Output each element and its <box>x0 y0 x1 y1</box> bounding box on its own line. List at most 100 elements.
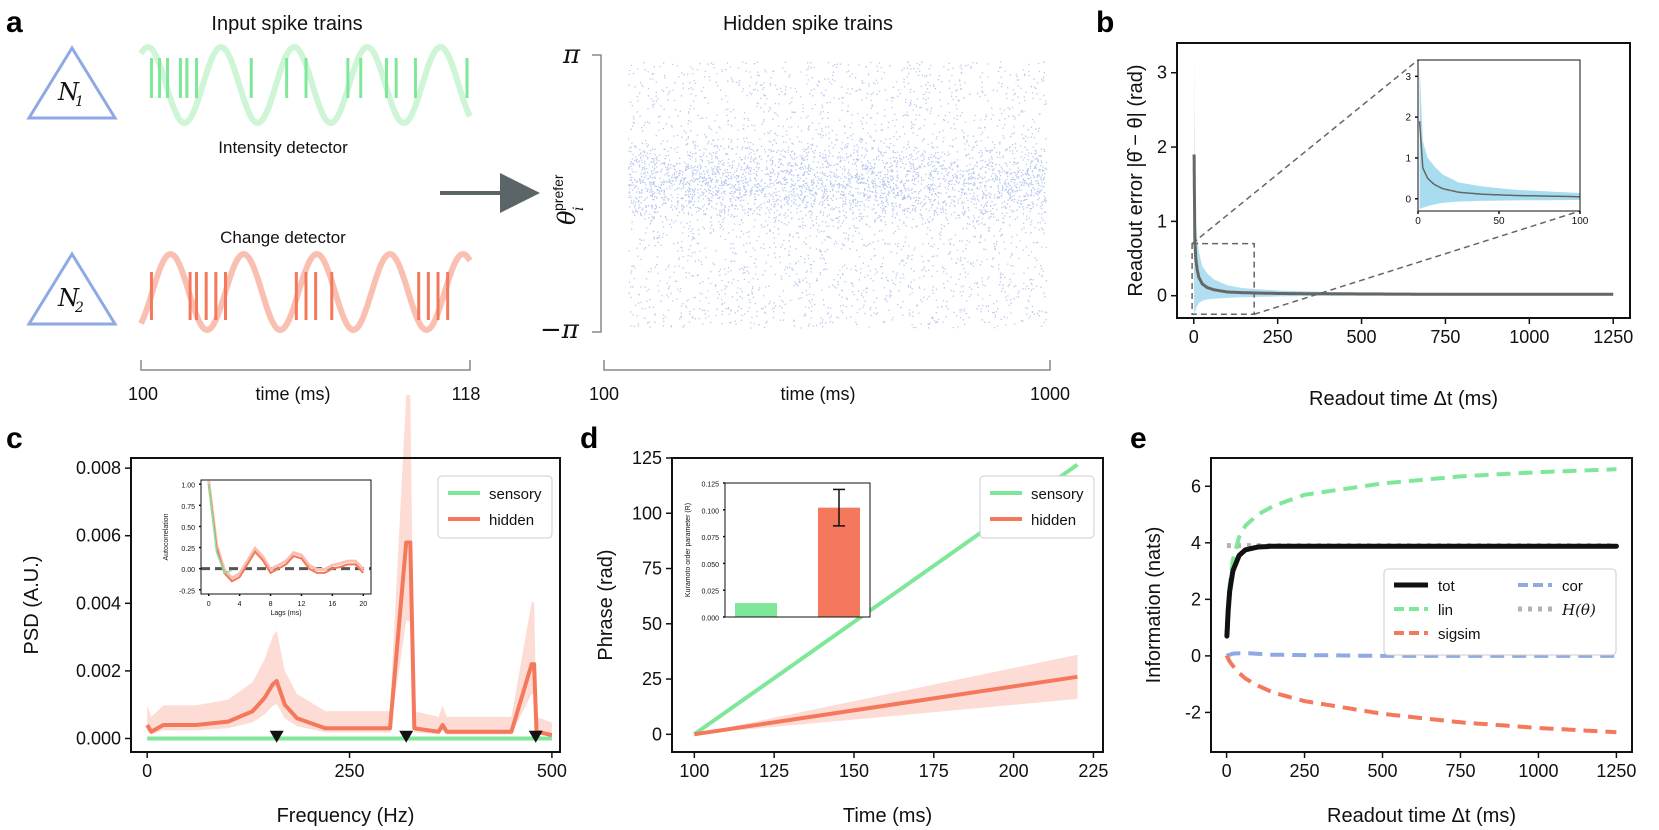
axes-frame-d <box>671 457 1104 753</box>
hidden-spike-trains-title: Hidden spike trains <box>723 13 893 35</box>
zoom-connector <box>1253 210 1581 315</box>
intensity-spike-train <box>149 58 469 98</box>
autocorr-band-line <box>207 480 365 580</box>
b-xlabel: Readout time Δt (ms) <box>1309 388 1498 410</box>
frequency-marker <box>399 730 414 743</box>
c-inset-y-tick-label: 1.00 <box>181 483 195 490</box>
c-inset-y-tick-label: 0.75 <box>181 504 195 511</box>
neuron-node-2 <box>26 251 118 326</box>
c-y-tick-label: 0.008 <box>76 458 121 478</box>
panel-label-c: c <box>6 422 23 455</box>
series-line-sigsim <box>1224 654 1617 735</box>
c-inset-ylabel: Autocorrelation <box>163 513 170 560</box>
node1-label: N <box>57 78 80 106</box>
mean-error-line <box>1192 154 1614 296</box>
c-y-tick-label: 0.000 <box>76 728 121 748</box>
d-x-tick-label: 100 <box>679 761 709 781</box>
autocorr-sensory-line <box>207 484 233 574</box>
node1-subscript: 1 <box>75 94 84 110</box>
intensity-detector-label: Intensity detector <box>218 138 348 157</box>
frequency-marker <box>269 730 284 743</box>
c-inset-x-tick-label: 16 <box>328 601 336 608</box>
inset-error-band <box>1419 66 1580 209</box>
panel-label-a: a <box>6 6 23 39</box>
b-ylabel: Readout error |θ̂ − θ| (rad) <box>1125 64 1147 296</box>
b-y-tick-label: 3 <box>1157 63 1167 83</box>
b-inset-y-tick-label: 3 <box>1405 72 1411 83</box>
node2-subscript: 2 <box>74 300 84 316</box>
series-line-lin <box>1224 467 1617 637</box>
axes-frame-e <box>1210 457 1633 753</box>
b-y-tick-label: 2 <box>1157 137 1167 157</box>
e-x-tick-label: 750 <box>1445 761 1475 781</box>
e-x-tick-label: 500 <box>1367 761 1397 781</box>
inset-frame-d <box>724 482 871 618</box>
d-y-tick-label: 75 <box>642 559 662 579</box>
b-x-tick-label: 1000 <box>1509 327 1549 347</box>
c-inset-y-tick-label: 0.25 <box>181 546 195 553</box>
error-band <box>1194 54 1614 315</box>
b-inset-x-tick-label: 50 <box>1493 216 1505 227</box>
e-x-tick-label: 250 <box>1290 761 1320 781</box>
c-inset-x-tick-label: 20 <box>359 601 367 608</box>
c-inset-x-tick-label: 12 <box>298 601 306 608</box>
axes-frame-b <box>1176 42 1631 319</box>
panel-c-psd-chart: 0 250 5000.0000.0020.0040.0060.008Frequenc… <box>21 395 567 827</box>
theta-prefer-label: θ i prefer <box>550 174 587 225</box>
node2-label: N <box>57 284 80 312</box>
inset-mean-line <box>1418 121 1580 198</box>
c-legend-label: hidden <box>489 512 534 529</box>
e-y-tick-label: 4 <box>1191 533 1201 553</box>
inset-background <box>201 480 371 594</box>
change-spike-train <box>149 272 450 320</box>
d-x-tick-label: 175 <box>919 761 949 781</box>
e-legend-label: tot <box>1438 578 1456 595</box>
d-inset-y-tick-label: 0.100 <box>701 508 719 515</box>
e-legend-label: cor <box>1562 578 1583 595</box>
c-inset-x-tick-label: 4 <box>238 601 242 608</box>
e-x-tick-label: 0 <box>1222 761 1232 781</box>
panel-label-b: b <box>1096 6 1114 39</box>
zoom-connector <box>1191 59 1419 245</box>
e-ylabel: Information (nats) <box>1143 527 1165 684</box>
d-x-tick-label: 225 <box>1078 761 1108 781</box>
c-x-tick-label: 0 <box>142 761 152 781</box>
panel-label-d: d <box>580 422 598 455</box>
c-legend-label: sensory <box>489 486 542 503</box>
d-y-tick-label: 50 <box>642 614 662 634</box>
e-y-tick-label: 0 <box>1191 646 1201 666</box>
hidden-time-end: 1000 <box>1030 384 1070 404</box>
theta-axis-bracket <box>592 54 602 333</box>
b-x-tick-label: 1250 <box>1593 327 1633 347</box>
d-ylabel: Phrase (rad) <box>595 549 617 660</box>
e-x-tick-label: 1000 <box>1518 761 1558 781</box>
series-line-cor <box>1225 651 1617 658</box>
kuramoto-bar <box>735 603 777 617</box>
hidden-psd-line <box>145 540 553 738</box>
theta-bottom-label: −π <box>540 315 580 345</box>
theta-superscript: prefer <box>550 174 566 211</box>
hidden-phase-band <box>694 654 1078 735</box>
c-x-tick-label: 500 <box>537 761 567 781</box>
theta-subscript: i <box>571 207 587 211</box>
b-inset-y-tick-label: 2 <box>1405 113 1411 124</box>
e-y-tick-label: 6 <box>1191 476 1201 496</box>
d-y-tick-label: 125 <box>632 448 662 468</box>
d-y-tick-label: 0 <box>652 724 662 744</box>
c-x-tick-label: 250 <box>335 761 365 781</box>
c-inset-x-tick-label: 0 <box>207 601 211 608</box>
c-xlabel: Frequency (Hz) <box>277 805 415 827</box>
c-inset-xlabel: Lags (ms) <box>270 610 301 617</box>
d-legend-label: sensory <box>1031 486 1084 503</box>
change-detector-label: Change detector <box>220 228 346 247</box>
d-inset-y-tick-label: 0.000 <box>701 616 719 623</box>
b-y-tick-label: 1 <box>1157 211 1167 231</box>
c-inset-y-tick-label: 0.50 <box>181 525 195 532</box>
b-inset-x-tick-label: 100 <box>1572 216 1589 227</box>
e-legend-label: sigsim <box>1438 626 1481 643</box>
autocorr-line <box>207 484 365 583</box>
e-legend-box <box>1383 568 1617 656</box>
c-inset-x-tick-label: 8 <box>269 601 273 608</box>
d-inset-y-tick-label: 0.075 <box>701 535 719 542</box>
